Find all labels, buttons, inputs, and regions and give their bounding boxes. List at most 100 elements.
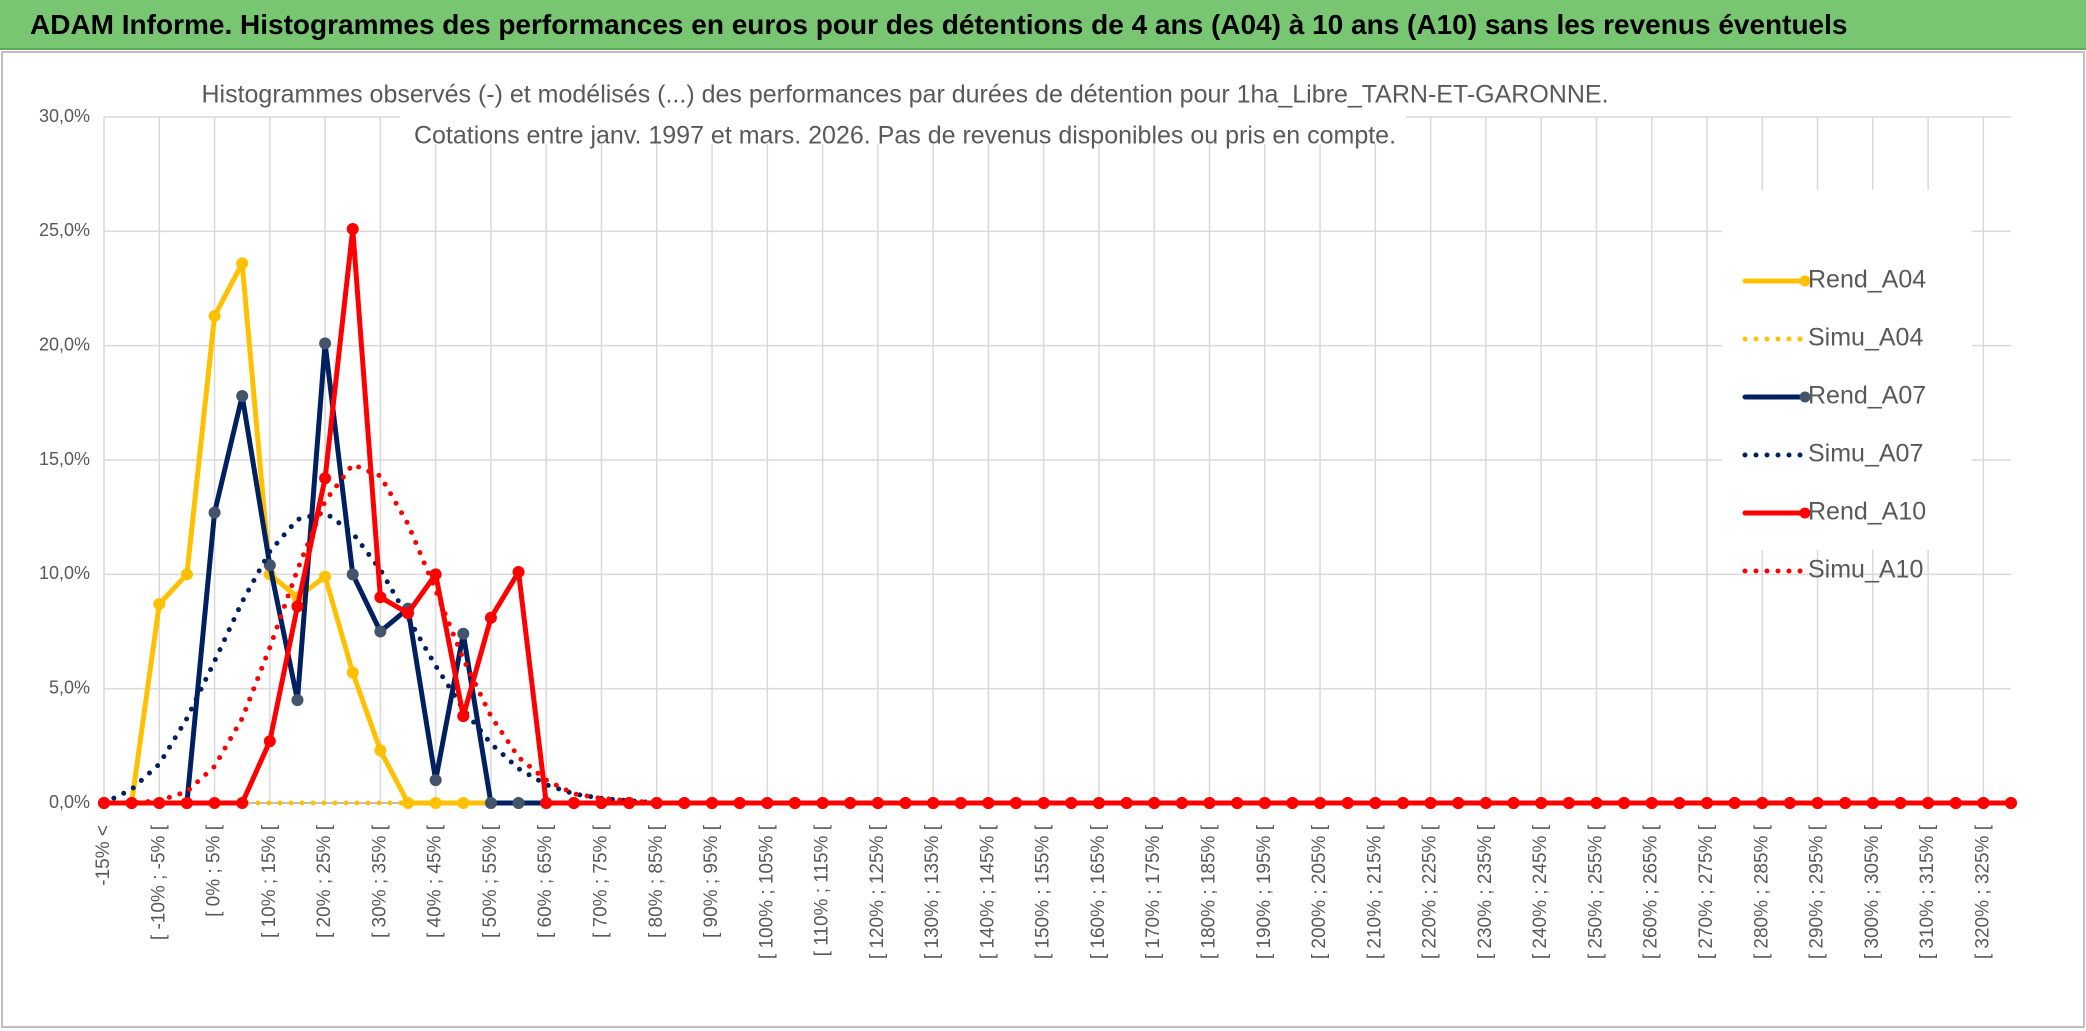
x-tick-label: [ 200% ; 205% [ [1309, 824, 1330, 959]
series-marker [374, 591, 387, 604]
y-tick-label: 5,0% [49, 677, 90, 697]
title-bg [200, 76, 1406, 108]
series-marker [346, 666, 359, 679]
legend-marker [1799, 275, 1811, 287]
series-marker [236, 389, 249, 402]
x-tick-label: [ 180% ; 185% [ [1199, 824, 1220, 959]
series-marker [1535, 797, 1548, 809]
x-tick-label: [ 50% ; 55% [ [480, 824, 501, 938]
series-marker [374, 625, 387, 638]
series-marker [236, 797, 249, 809]
x-tick-label: -15% < [93, 825, 114, 886]
header-bar: ADAM Informe. Histogrammes des performan… [0, 0, 2086, 50]
chart-subtitle: Cotations entre janv. 1997 et mars. 2026… [414, 122, 1396, 150]
x-tick-label: [ 150% ; 155% [ [1033, 824, 1054, 959]
x-tick-label: [ 300% ; 305% [ [1862, 824, 1883, 959]
series-marker [319, 472, 332, 485]
x-tick-label: [ 10% ; 15% [ [259, 824, 280, 938]
y-tick-label: 20,0% [39, 334, 90, 354]
x-tick-label: [ 270% ; 275% [ [1696, 824, 1717, 959]
series-marker [1452, 797, 1465, 809]
x-tick-label: [ 230% ; 235% [ [1475, 824, 1496, 959]
series-marker [208, 797, 221, 809]
x-tick-label: [ 90% ; 95% [ [701, 824, 722, 938]
x-tick-label: [ -10% ; -5% [ [148, 824, 169, 940]
x-tick-label: [ 110% ; 115% [ [812, 824, 833, 956]
header-title: ADAM Informe. Histogrammes des performan… [30, 9, 1848, 40]
series-marker [319, 337, 332, 350]
legend-bg [1722, 190, 1972, 550]
series-marker [180, 797, 193, 809]
x-tick-label: [ 320% ; 325% [ [1972, 824, 1993, 959]
y-tick-label: 30,0% [39, 106, 90, 126]
series-marker [540, 797, 553, 809]
series-marker [263, 559, 276, 572]
series-marker [429, 568, 442, 581]
chart-title: Histogrammes observés (-) et modélisés (… [201, 81, 1608, 109]
series-marker [208, 309, 221, 322]
x-tick-label: [ 130% ; 135% [ [922, 824, 943, 959]
x-tick-label: [ 160% ; 165% [ [1088, 824, 1109, 959]
series-marker [291, 694, 304, 707]
series-marker [595, 797, 608, 809]
legend-marker [1799, 507, 1811, 519]
title-bg [400, 112, 1406, 144]
series-marker [291, 600, 304, 613]
series-marker [512, 566, 525, 579]
series-marker [457, 710, 470, 723]
y-tick-label: 10,0% [39, 563, 90, 583]
x-tick-label: [ 290% ; 295% [ [1807, 824, 1828, 959]
series-marker [402, 607, 415, 620]
series-marker [263, 735, 276, 748]
y-tick-label: 25,0% [39, 220, 90, 240]
x-tick-label: [ 260% ; 265% [ [1641, 824, 1662, 959]
y-tick-label: 15,0% [39, 449, 90, 469]
legend-label: Simu_A04 [1808, 324, 1923, 352]
x-tick-label: [ 30% ; 35% [ [369, 824, 390, 938]
legend: Rend_A04 Simu_A04 Rend_A07 Simu_A07 Rend_A10… [1742, 266, 1926, 584]
series-marker [208, 506, 221, 519]
series-marker [346, 223, 359, 236]
x-tick-label: [ 190% ; 195% [ [1254, 824, 1275, 959]
x-tick-label: [ 80% ; 85% [ [646, 824, 667, 938]
x-tick-label: [ 140% ; 145% [ [977, 824, 998, 959]
legend-label: Rend_A10 [1808, 498, 1926, 526]
series-marker [512, 797, 525, 809]
series-marker [374, 744, 387, 757]
series-marker [319, 570, 332, 583]
series-marker [236, 257, 249, 270]
legend-label: Rend_A04 [1808, 266, 1926, 294]
x-tick-label: [ 280% ; 285% [ [1751, 824, 1772, 959]
chart: 0,0% 5,0% 10,0% 15,0% 20,0% 25,0% 30,0% -15% < [… [1, 51, 2085, 1028]
legend-label: Simu_A10 [1808, 556, 1923, 584]
x-tick-label: [ 170% ; 175% [ [1143, 824, 1164, 959]
x-tick-label: [ 70% ; 75% [ [590, 824, 611, 938]
series-marker [1507, 797, 1520, 809]
legend-label: Rend_A07 [1808, 382, 1926, 410]
series-marker [429, 774, 442, 787]
x-tick-label: [ 250% ; 255% [ [1585, 824, 1606, 959]
series-marker [567, 797, 580, 809]
series-marker [484, 611, 497, 624]
y-tick-label: 0,0% [49, 792, 90, 812]
x-tick-label: [ 310% ; 315% [ [1917, 824, 1938, 959]
series-marker [346, 568, 359, 581]
series-marker [1479, 797, 1492, 809]
x-tick-label: [ 100% ; 105% [ [756, 824, 777, 959]
x-tick-label: [ 240% ; 245% [ [1530, 824, 1551, 959]
x-tick-label: [ 60% ; 65% [ [535, 824, 556, 938]
x-tick-label: [ 20% ; 25% [ [314, 824, 335, 938]
x-tick-label: [ 0% ; 5% [ [204, 824, 225, 917]
plot [98, 223, 2017, 809]
series-marker [180, 568, 193, 581]
x-tick-label: [ 220% ; 225% [ [1420, 824, 1441, 959]
legend-marker [1799, 391, 1811, 403]
series-line [101, 462, 2014, 806]
x-tick-label: [ 40% ; 45% [ [425, 824, 446, 938]
series-marker [484, 797, 497, 809]
series-marker [153, 598, 166, 611]
x-tick-label: [ 210% ; 215% [ [1364, 824, 1385, 959]
series-marker [457, 627, 470, 640]
legend-label: Simu_A07 [1808, 440, 1923, 468]
